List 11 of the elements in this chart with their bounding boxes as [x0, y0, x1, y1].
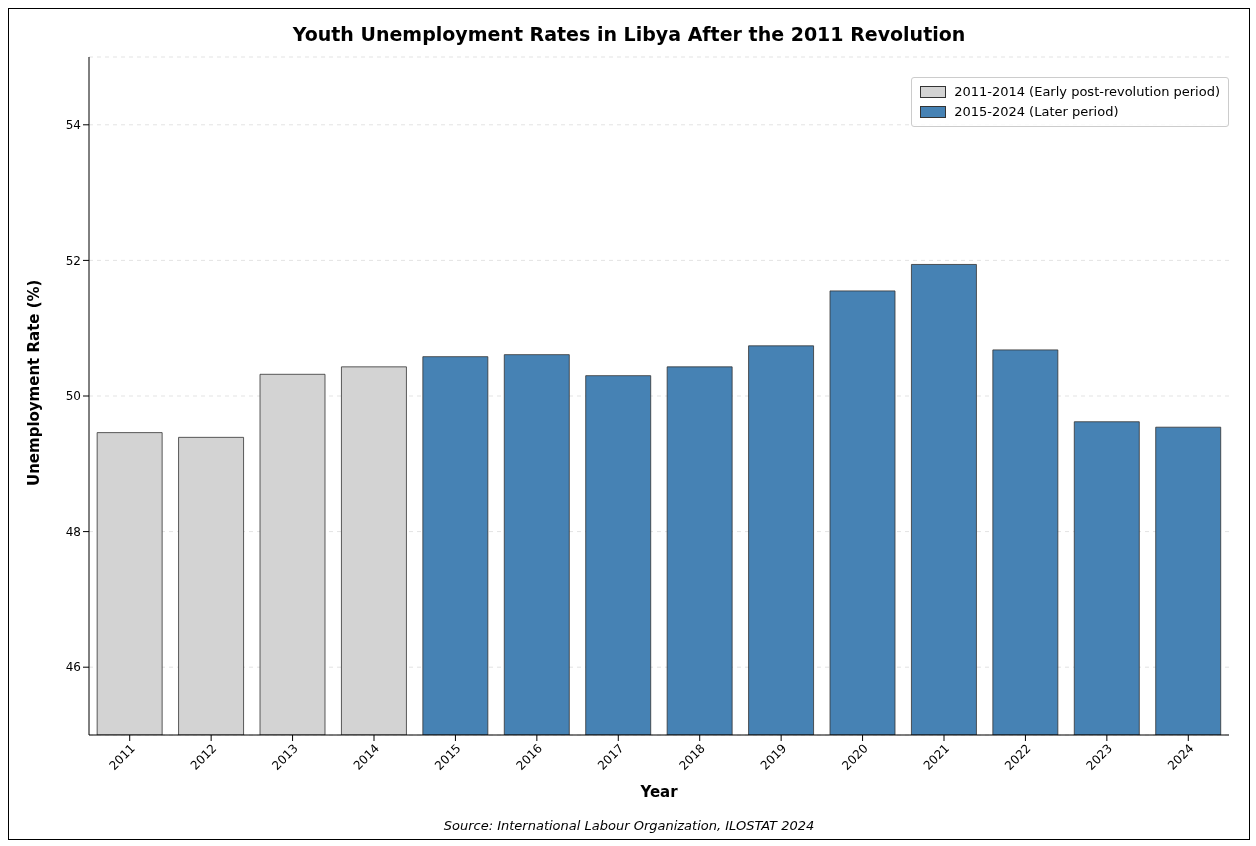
chart-title: Youth Unemployment Rates in Libya After the 2011 Revolution [291, 23, 967, 45]
y-tick-label: 46 [65, 660, 81, 675]
source-note: Source: International Labour Organization, ILOSTAT 2024 [442, 818, 816, 833]
x-axis-title: Year [639, 783, 679, 801]
y-tick-label: 48 [65, 524, 81, 539]
legend-label: 2011-2014 (Early post-revolution period) [954, 83, 1220, 101]
legend-label: 2015-2024 (Later period) [954, 103, 1119, 121]
y-tick-label: 50 [65, 389, 81, 404]
y-axis-title: Unemployment Rate (%) [25, 279, 44, 486]
y-tick-label: 52 [65, 253, 81, 268]
y-tick-label: 54 [65, 118, 81, 133]
